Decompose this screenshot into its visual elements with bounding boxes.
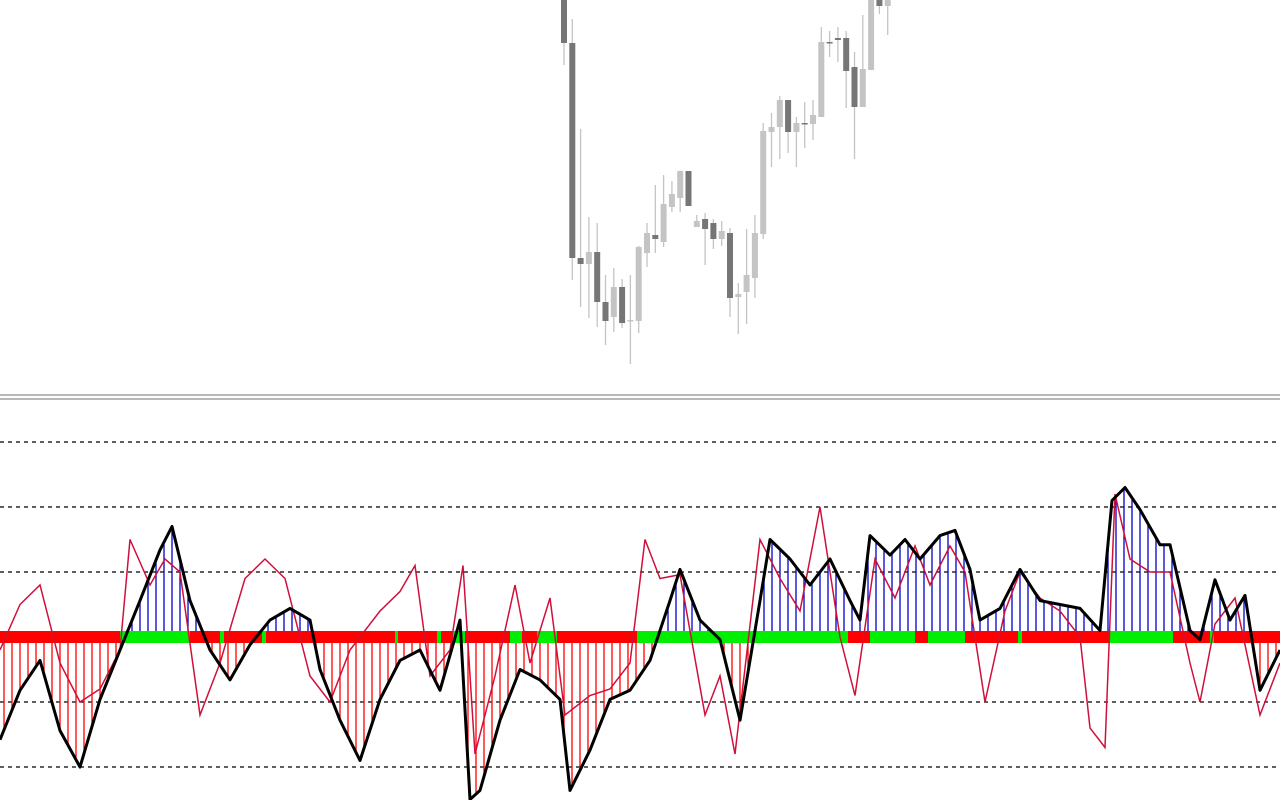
candle-body: [569, 43, 576, 258]
candle: [710, 219, 717, 249]
candle-body: [868, 0, 875, 70]
candle: [834, 27, 841, 62]
candle: [569, 19, 576, 280]
candle: [627, 275, 634, 364]
candle-body: [760, 131, 767, 234]
candle-body: [710, 223, 717, 239]
candle: [876, 0, 883, 14]
candle-body: [561, 0, 567, 43]
signal-line: [0, 493, 1280, 755]
state-band-up: [537, 631, 557, 643]
candle: [760, 123, 767, 239]
state-band-up: [928, 631, 965, 643]
candle: [851, 52, 858, 159]
candle: [693, 215, 700, 227]
candle: [652, 185, 659, 253]
candle-body: [768, 127, 775, 132]
price-panel: [561, 0, 891, 364]
candle-body: [577, 258, 584, 264]
candle-body: [718, 231, 725, 239]
main-line: [0, 486, 1280, 800]
state-band-up: [1110, 631, 1173, 643]
candle: [776, 96, 783, 159]
candle-body: [702, 219, 709, 229]
candle-body: [810, 115, 816, 124]
candle-body: [693, 221, 700, 227]
state-band-up: [1018, 631, 1022, 643]
state-band-up: [395, 631, 398, 643]
candle: [702, 213, 709, 265]
state-band-up: [120, 631, 190, 643]
candle: [727, 228, 733, 317]
candle: [768, 113, 775, 167]
candle-body: [793, 123, 800, 132]
candle: [793, 117, 800, 167]
candle-body: [818, 42, 825, 117]
candle-body: [751, 233, 758, 278]
candle: [594, 223, 601, 327]
candle: [810, 100, 816, 140]
candle-body: [652, 235, 659, 239]
candle: [577, 129, 584, 307]
candle: [751, 215, 758, 298]
candle: [585, 217, 592, 318]
candle-body: [619, 287, 626, 323]
candle-body: [851, 67, 858, 107]
candle: [735, 283, 742, 334]
candle: [843, 31, 850, 108]
candle-body: [826, 42, 833, 44]
candle-body: [602, 302, 609, 321]
candle: [859, 15, 866, 107]
candle-body: [585, 252, 592, 264]
candle: [660, 175, 667, 247]
state-band-up: [437, 631, 441, 643]
state-band-up: [870, 631, 915, 643]
candle-body: [785, 100, 792, 132]
candle: [644, 223, 650, 267]
candle: [743, 229, 750, 324]
candle: [677, 171, 684, 212]
candle: [685, 171, 692, 206]
candle-body: [776, 100, 783, 127]
candle-body: [834, 38, 841, 40]
candle: [868, 0, 875, 70]
candle-body: [727, 233, 733, 298]
candle-body: [735, 294, 742, 297]
candle: [602, 275, 609, 345]
candle-body: [876, 0, 883, 6]
candle-body: [743, 275, 750, 292]
candle: [785, 100, 792, 153]
candle: [561, 0, 567, 65]
state-band-up: [510, 631, 522, 643]
state-band-up: [262, 631, 266, 643]
candle: [718, 221, 725, 246]
candle-body: [884, 0, 891, 6]
candle-body: [660, 204, 667, 242]
candle-body: [801, 123, 808, 125]
candle-body: [668, 194, 675, 207]
state-band-up: [637, 631, 848, 643]
candle: [826, 31, 833, 57]
candle-body: [685, 171, 692, 206]
candle-body: [610, 287, 617, 317]
candle: [818, 27, 825, 117]
oscillator-panel: [0, 441, 1280, 800]
candle-body: [644, 233, 650, 253]
candle-body: [677, 171, 684, 198]
candle: [619, 279, 626, 328]
candle: [610, 268, 617, 332]
candle: [668, 181, 675, 212]
candle: [635, 246, 642, 333]
candle-body: [594, 252, 601, 302]
candle: [884, 0, 891, 35]
candle-body: [627, 320, 634, 322]
candle-body: [859, 69, 866, 107]
candle-body: [843, 38, 850, 71]
candle: [801, 102, 808, 148]
state-band-up: [220, 631, 224, 643]
candle-body: [635, 247, 642, 321]
